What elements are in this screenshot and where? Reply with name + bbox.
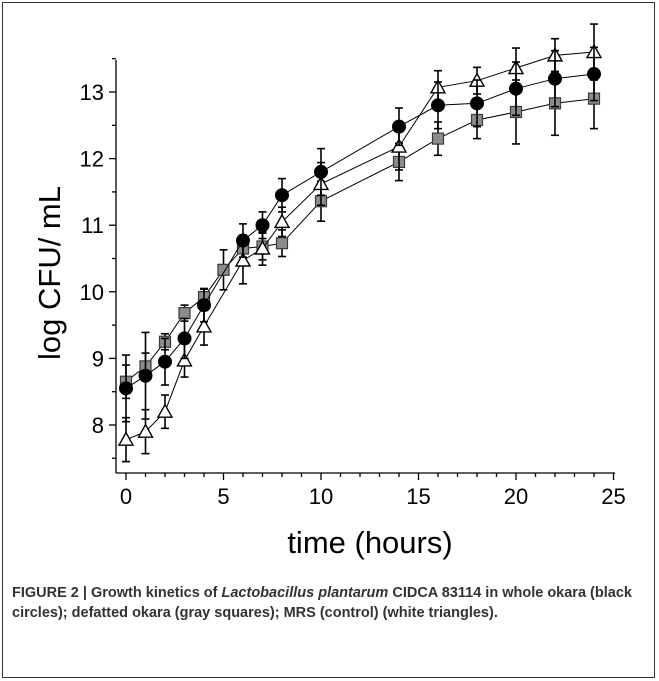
data-point [431, 98, 445, 113]
data-point [137, 423, 154, 438]
data-point [117, 431, 135, 446]
data-point [587, 67, 601, 82]
y-tick-label: 9 [92, 346, 104, 371]
data-point [431, 132, 445, 145]
data-point [255, 218, 270, 233]
x-tick-label: 0 [120, 484, 132, 509]
data-point [275, 237, 289, 250]
data-point [275, 188, 289, 203]
chart-axes: 0 5 10 15 20 25 8 9 10 11 12 13 [80, 58, 626, 509]
caption-species: Lactobacillus plantarum [221, 585, 389, 601]
data-point [234, 252, 252, 267]
figure-caption: FIGURE 2 | Growth kinetics of Lactobacil… [12, 583, 647, 623]
data-point [217, 263, 230, 276]
data-point [177, 331, 192, 346]
y-tick-label: 11 [81, 213, 104, 238]
data-point [138, 368, 153, 383]
data-point [273, 213, 291, 229]
series-line [125, 98, 595, 383]
data-point [195, 317, 213, 333]
data-point [470, 96, 484, 111]
data-point [158, 354, 172, 369]
x-axis-label: time (hours) [287, 525, 452, 560]
series-triangles [117, 23, 603, 463]
data-point [119, 381, 133, 396]
caption-label: FIGURE 2 | [12, 585, 91, 601]
data-point [548, 71, 562, 86]
chart-series [117, 23, 603, 463]
data-point [156, 403, 174, 418]
caption-text-start: Growth kinetics of [91, 585, 222, 601]
x-tick-label: 5 [217, 484, 229, 509]
y-tick-label: 13 [80, 80, 104, 105]
data-point [236, 233, 250, 248]
series-line [125, 73, 595, 389]
data-point [314, 164, 328, 179]
y-axis-label: log CFU/ mL [32, 186, 67, 360]
growth-chart: 0 5 10 15 20 25 8 9 10 11 12 13 time (hours) log CF… [32, 23, 626, 560]
data-point [176, 351, 193, 367]
y-tick-label: 8 [92, 413, 104, 438]
x-tick-label: 10 [309, 484, 333, 509]
x-tick-label: 20 [504, 484, 528, 509]
data-point [197, 298, 211, 313]
x-tick-label: 25 [601, 484, 625, 509]
data-point [392, 119, 406, 134]
data-point [509, 81, 523, 96]
y-tick-label: 12 [80, 147, 104, 172]
data-point [178, 307, 191, 320]
data-point [254, 240, 271, 255]
series-squares [119, 67, 601, 400]
x-tick-label: 15 [406, 484, 430, 509]
caption-text-end: CIDCA 83114 in whole okara (black circle… [12, 585, 632, 621]
y-tick-label: 10 [80, 280, 104, 305]
series-circles [119, 46, 601, 423]
